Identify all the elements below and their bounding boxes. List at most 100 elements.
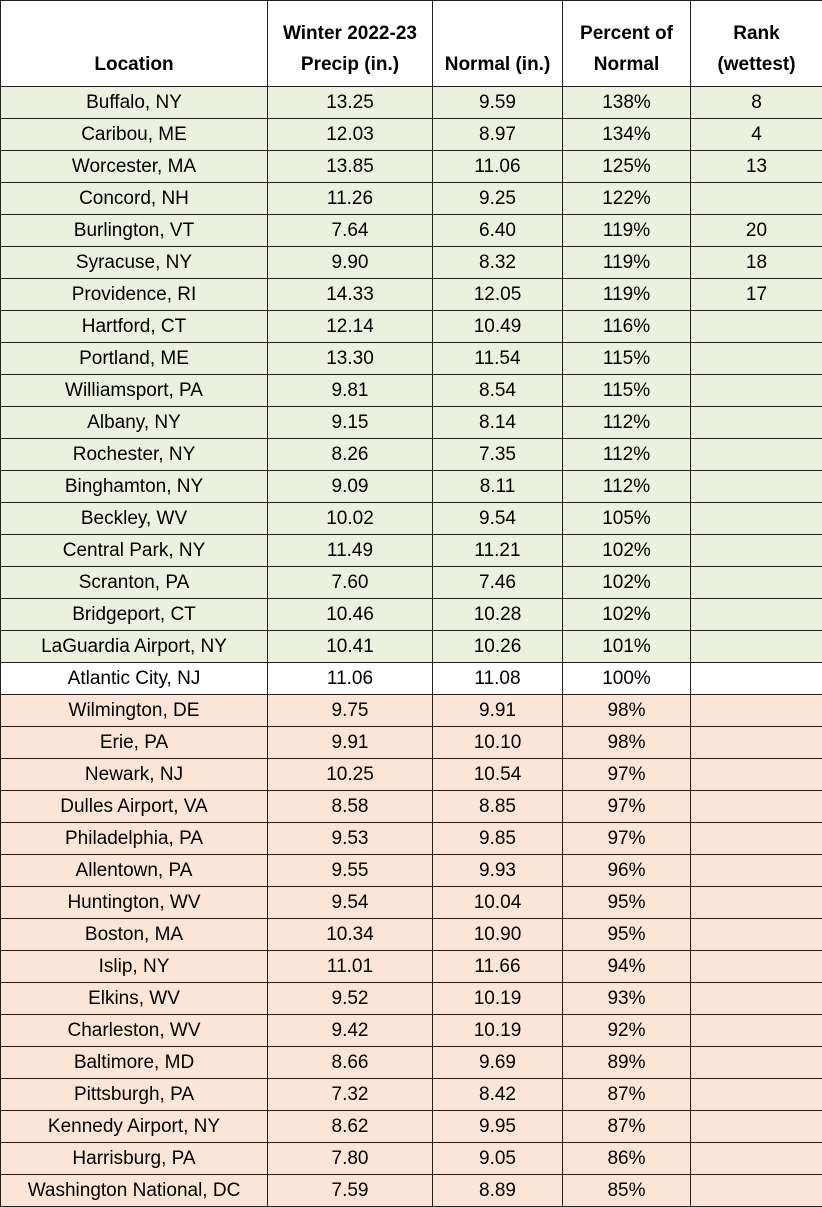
table-cell: 9.53 [268, 823, 433, 855]
table-cell: 10.25 [268, 759, 433, 791]
table-cell [691, 695, 822, 727]
table-cell: Hartford, CT [1, 311, 268, 343]
table-cell: 8.97 [433, 119, 563, 151]
table-cell: 10.54 [433, 759, 563, 791]
table-cell: Binghamton, NY [1, 471, 268, 503]
header-line: Normal [567, 49, 686, 80]
table-cell: 9.25 [433, 183, 563, 215]
table-cell: Wilmington, DE [1, 695, 268, 727]
header-line: Precip (in.) [272, 49, 428, 80]
table-cell [691, 663, 822, 695]
header-line: Location [5, 49, 263, 80]
table-cell: Atlantic City, NJ [1, 663, 268, 695]
table-cell: 87% [563, 1111, 691, 1143]
table-cell: Rochester, NY [1, 439, 268, 471]
table-cell: 4 [691, 119, 822, 151]
table-cell: 8.89 [433, 1175, 563, 1207]
table-cell: 102% [563, 599, 691, 631]
table-cell: Scranton, PA [1, 567, 268, 599]
table-cell: 12.14 [268, 311, 433, 343]
table-cell: 97% [563, 823, 691, 855]
table-cell: 92% [563, 1015, 691, 1047]
table-cell: 9.75 [268, 695, 433, 727]
table-cell: 9.93 [433, 855, 563, 887]
header-line: Percent of [567, 18, 686, 49]
table-cell: 96% [563, 855, 691, 887]
table-cell: 93% [563, 983, 691, 1015]
table-cell: 11.21 [433, 535, 563, 567]
table-cell: 94% [563, 951, 691, 983]
table-cell [691, 983, 822, 1015]
table-cell: Boston, MA [1, 919, 268, 951]
table-cell: 125% [563, 151, 691, 183]
table-cell: 7.46 [433, 567, 563, 599]
table-cell: 8 [691, 87, 822, 119]
table-cell [691, 919, 822, 951]
table-cell: 11.26 [268, 183, 433, 215]
table-cell: 8.42 [433, 1079, 563, 1111]
table-cell [691, 343, 822, 375]
table-cell [691, 375, 822, 407]
table-cell: 9.85 [433, 823, 563, 855]
table-cell: 8.54 [433, 375, 563, 407]
table-cell: Huntington, WV [1, 887, 268, 919]
table-cell: 86% [563, 1143, 691, 1175]
table-cell: 11.54 [433, 343, 563, 375]
table-cell: 18 [691, 247, 822, 279]
table-cell: 85% [563, 1175, 691, 1207]
table-cell: 8.26 [268, 439, 433, 471]
table-cell [691, 727, 822, 759]
table-cell: 112% [563, 439, 691, 471]
table-cell: Concord, NH [1, 183, 268, 215]
table-cell [691, 855, 822, 887]
table-cell: Portland, ME [1, 343, 268, 375]
header-line: Rank [695, 18, 818, 49]
table-cell [691, 599, 822, 631]
table-cell: 10.34 [268, 919, 433, 951]
table-cell: Baltimore, MD [1, 1047, 268, 1079]
table-cell: 10.02 [268, 503, 433, 535]
table-cell: 10.46 [268, 599, 433, 631]
table-cell [691, 1143, 822, 1175]
table-cell: 87% [563, 1079, 691, 1111]
table-cell: 7.35 [433, 439, 563, 471]
table-cell: 7.32 [268, 1079, 433, 1111]
column-header: Normal (in.) [433, 1, 563, 87]
table-cell: 9.55 [268, 855, 433, 887]
table-cell: 13.30 [268, 343, 433, 375]
table-cell: Caribou, ME [1, 119, 268, 151]
table-cell: 9.09 [268, 471, 433, 503]
header-line: (wettest) [695, 49, 818, 80]
table-cell: 116% [563, 311, 691, 343]
table-cell [691, 951, 822, 983]
table-cell: 8.32 [433, 247, 563, 279]
table-cell: 12.03 [268, 119, 433, 151]
table-cell: 12.05 [433, 279, 563, 311]
table-cell: Central Park, NY [1, 535, 268, 567]
table-cell [691, 567, 822, 599]
table-cell: 10.90 [433, 919, 563, 951]
table-cell: 8.14 [433, 407, 563, 439]
table-cell: 98% [563, 727, 691, 759]
column-header: Rank(wettest) [691, 1, 822, 87]
